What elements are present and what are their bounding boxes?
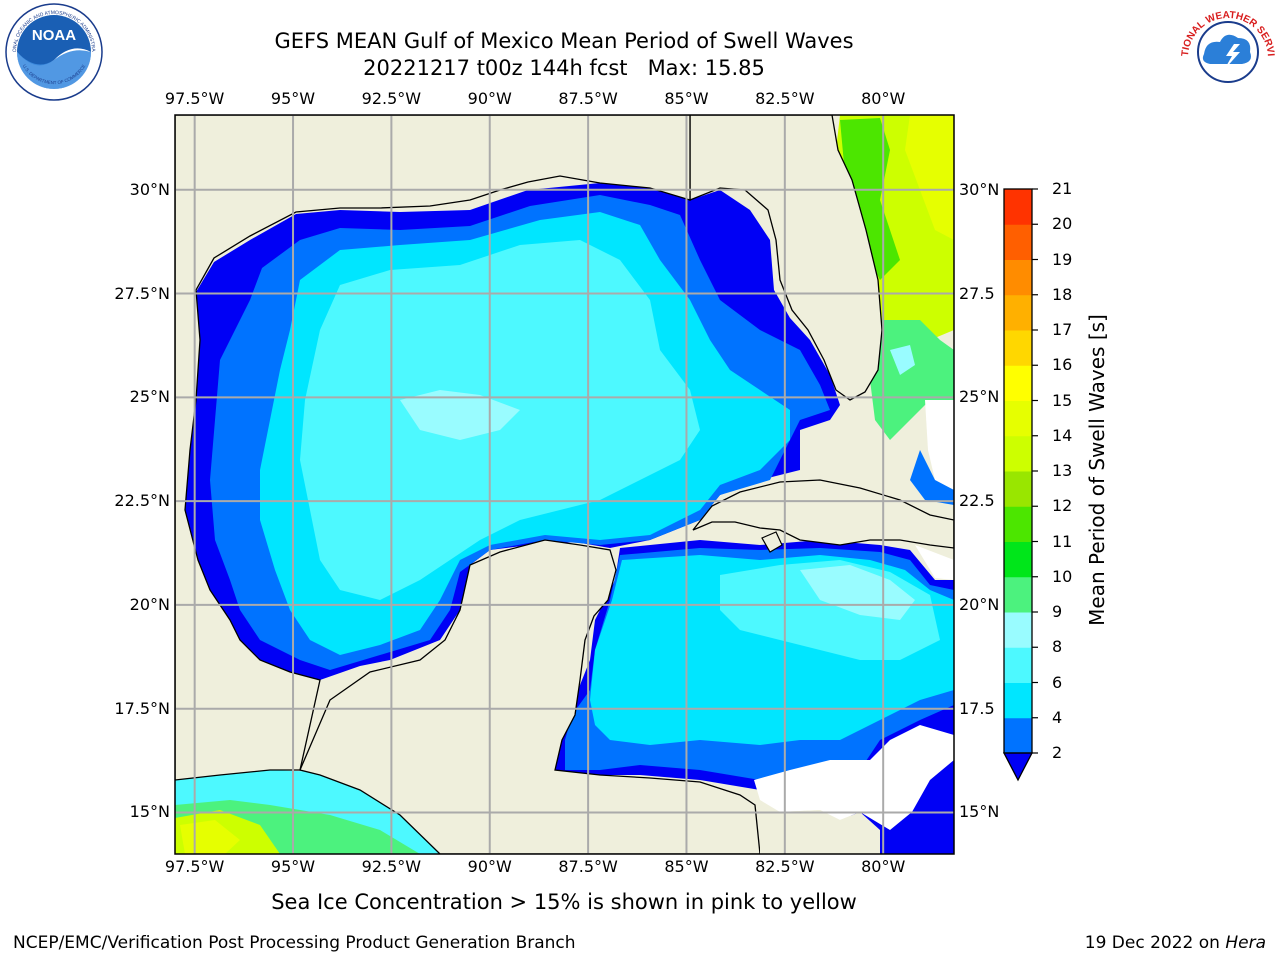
lat-label-left: 20°N bbox=[129, 594, 170, 614]
lon-label-top: 90°W bbox=[467, 89, 512, 108]
footer-system: Hera bbox=[1225, 933, 1266, 953]
colorbar-band bbox=[1004, 189, 1032, 225]
colorbar-label: 14 bbox=[1052, 425, 1073, 445]
colorbar-label: 11 bbox=[1052, 531, 1073, 551]
atlantic-swell-11-12 bbox=[840, 118, 900, 280]
yucatan-peninsula bbox=[299, 539, 761, 854]
colorbar-band bbox=[1004, 400, 1032, 437]
cuba bbox=[692, 479, 954, 549]
colorbar-label: 10 bbox=[1052, 566, 1073, 586]
colorbar-label: 17 bbox=[1052, 320, 1073, 339]
lon-label-bottom: 85°W bbox=[664, 857, 709, 876]
colorbar-label: 9 bbox=[1052, 602, 1063, 621]
colorbar-band bbox=[1004, 365, 1032, 401]
lat-label-left: 25°N bbox=[129, 387, 170, 407]
lon-label-bottom: 80°W bbox=[861, 857, 906, 876]
colorbar-label: 13 bbox=[1052, 461, 1073, 480]
colorbar-band bbox=[1004, 647, 1032, 683]
colorbar-band bbox=[1004, 224, 1032, 260]
caribbean-east-white-gap bbox=[915, 545, 954, 580]
lat-label-left: 30°N bbox=[129, 179, 170, 199]
colorbar-bands bbox=[1004, 189, 1032, 754]
central-america-south bbox=[760, 810, 880, 854]
colorbar-ticks bbox=[1032, 188, 1038, 754]
bahamas-white-gap bbox=[925, 400, 954, 490]
lon-label-bottom: 82.5°W bbox=[755, 857, 815, 876]
florida-peninsula bbox=[689, 115, 883, 401]
footer-date: 19 Dec 2022 on Hera bbox=[1085, 933, 1266, 953]
graticule bbox=[175, 115, 954, 854]
lon-label-top: 97.5°W bbox=[164, 89, 225, 108]
colorbar-label: 19 bbox=[1052, 249, 1073, 269]
lat-label-right: 17.5 bbox=[959, 698, 995, 718]
lon-label-top: 92.5°W bbox=[361, 89, 422, 108]
mexico-us-mainland bbox=[175, 115, 691, 781]
colorbar-band bbox=[1004, 471, 1032, 507]
lat-label-right: 20°N bbox=[959, 594, 1000, 614]
atlantic-swell-13-14 bbox=[905, 115, 954, 240]
footer-date-text: 19 Dec 2022 on bbox=[1084, 933, 1226, 953]
colorbar-label: 20 bbox=[1052, 214, 1073, 234]
lat-label-left: 17.5°N bbox=[114, 698, 170, 718]
colorbar-label: 12 bbox=[1052, 496, 1073, 516]
colorbar-label: 18 bbox=[1052, 284, 1073, 304]
colorbar-label: 21 bbox=[1052, 179, 1073, 198]
colorbar-band bbox=[1004, 259, 1032, 296]
lat-label-left: 27.5°N bbox=[114, 283, 170, 303]
lat-label-left: 22.5°N bbox=[114, 491, 170, 511]
colorbar-band bbox=[1004, 576, 1032, 613]
colorbar-band bbox=[1004, 435, 1032, 472]
colorbar-label: 8 bbox=[1052, 637, 1063, 657]
lon-label-top: 87.5°W bbox=[558, 89, 618, 108]
lat-label-left: 15°N bbox=[129, 802, 170, 822]
map-title: GEFS MEAN Gulf of Mexico Mean Period of … bbox=[274, 29, 854, 53]
colorbar-title: Mean Period of Swell Waves [s] bbox=[1085, 314, 1109, 626]
lat-label-right: 15°N bbox=[959, 802, 1000, 822]
colorbar-band bbox=[1004, 541, 1032, 578]
noaa-logo: NOAA NATIONAL OCEANIC AND ATMOSPHERIC AD… bbox=[2, 2, 103, 101]
colorbar-band bbox=[1004, 294, 1032, 331]
footer-organization: NCEP/EMC/Verification Post Processing Pr… bbox=[13, 933, 576, 953]
lat-label-right: 30°N bbox=[959, 179, 1000, 199]
colorbar-band bbox=[1004, 506, 1032, 542]
lon-label-top: 85°W bbox=[664, 89, 709, 108]
caribbean-swell-8-9 bbox=[800, 565, 915, 620]
lon-label-bottom: 97.5°W bbox=[164, 857, 225, 876]
isle-of-youth bbox=[761, 531, 783, 553]
colorbar-label: 2 bbox=[1052, 743, 1063, 762]
lon-label-top: 95°W bbox=[270, 89, 316, 108]
lat-label-right: 22.5 bbox=[959, 491, 995, 511]
lon-label-bottom: 90°W bbox=[467, 857, 512, 876]
colorbar-band bbox=[1004, 330, 1032, 366]
colorbar-label: 6 bbox=[1052, 672, 1063, 692]
colorbar-label: 15 bbox=[1052, 390, 1073, 410]
colorbar-band bbox=[1004, 612, 1032, 648]
map-frame bbox=[174, 114, 955, 855]
atlantic-swell-8-9 bbox=[890, 345, 915, 375]
lat-label-right: 25°N bbox=[959, 387, 1000, 407]
colorbar-band bbox=[1004, 682, 1032, 719]
lon-label-bottom: 95°W bbox=[270, 857, 316, 876]
caribbean-white-gap bbox=[754, 725, 954, 830]
colorbar-label: 4 bbox=[1052, 707, 1063, 727]
lon-label-top: 82.5°W bbox=[755, 89, 815, 108]
colorbar-under-arrow bbox=[1002, 752, 1034, 782]
bahamas-swell-2-4 bbox=[910, 450, 954, 505]
colorbar-band bbox=[1004, 717, 1032, 754]
lon-label-top: 80°W bbox=[861, 89, 906, 108]
lon-label-bottom: 92.5°W bbox=[361, 857, 422, 876]
sea-ice-note: Sea Ice Concentration > 15% is shown in … bbox=[271, 890, 857, 914]
nws-logo: NATIONAL WEATHER SERVICE bbox=[1176, 0, 1276, 98]
map-subtitle: 20221217 t00z 144h fcst Max: 15.85 bbox=[363, 56, 765, 80]
lat-label-right: 27.5 bbox=[959, 283, 995, 303]
lon-label-bottom: 87.5°W bbox=[558, 857, 618, 876]
map-content bbox=[175, 115, 954, 854]
colorbar-label: 16 bbox=[1052, 355, 1073, 375]
noaa-logo-text: NOAA bbox=[32, 27, 76, 44]
